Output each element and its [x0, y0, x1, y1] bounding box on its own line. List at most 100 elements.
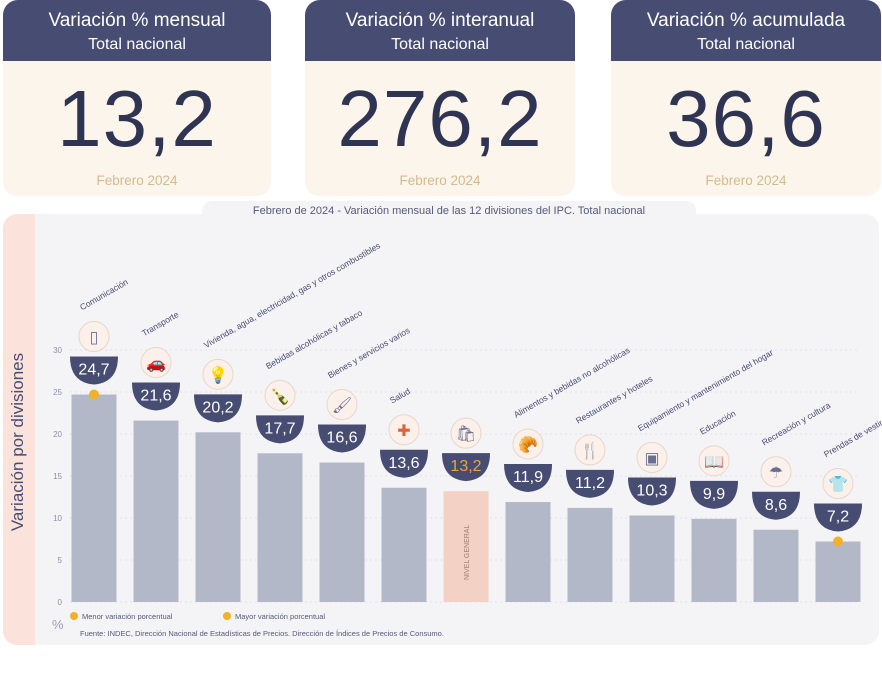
category-label: Equipamiento y mantenimiento del hogar	[636, 347, 775, 433]
data-label: 13,2	[450, 458, 481, 475]
category-label: NIVEL GENERAL	[464, 525, 471, 580]
value-badge	[70, 356, 118, 385]
y-unit-label: %	[52, 617, 64, 632]
phone-icon-glyph: ▯	[90, 328, 99, 347]
book-icon	[698, 445, 730, 477]
value-badge	[752, 491, 800, 520]
kpi-subtitle: Total nacional	[88, 36, 186, 53]
kpi-card-header: Variación % acumulada Total nacional	[611, 0, 881, 61]
appliance-icon	[636, 441, 668, 473]
bottles-icon	[264, 379, 296, 411]
value-badge	[256, 415, 304, 444]
data-label: 7,2	[827, 509, 849, 526]
car-icon	[140, 347, 172, 379]
food-icon	[512, 428, 544, 460]
appliance-icon-glyph: ▣	[644, 448, 659, 467]
kpi-card-annual: Variación % interanual Total nacional 27…	[305, 0, 575, 196]
category-label: Bienes y servicios varios	[326, 325, 412, 380]
category-label: Transporte	[140, 309, 181, 338]
kpi-card-cumulative: Variación % acumulada Total nacional 36,…	[611, 0, 881, 196]
value-badge	[442, 453, 490, 482]
kpi-card-body: 13,2 Febrero 2024	[3, 61, 271, 196]
data-label: 17,7	[264, 420, 295, 437]
bar-3	[195, 432, 241, 602]
max-marker	[89, 389, 99, 400]
shirt-icon-glyph: 👕	[828, 475, 848, 494]
data-label: 10,3	[636, 482, 667, 499]
data-label: 21,6	[140, 388, 171, 405]
value-badge	[194, 394, 242, 423]
data-label: 16,6	[326, 430, 357, 447]
bar-10	[629, 515, 675, 602]
value-badge	[318, 424, 366, 453]
car-icon-glyph: 🚗	[146, 354, 166, 373]
shopping-bag-icon	[450, 417, 482, 449]
value-badge	[380, 449, 428, 478]
bar-12	[753, 529, 799, 602]
category-label: Vivienda, agua, electricidad, gas y otro…	[202, 240, 382, 350]
kpi-title: Variación % mensual	[48, 10, 226, 31]
kpi-value: 13,2	[57, 74, 217, 163]
legend-label: Menor variación porcentual	[82, 612, 173, 621]
y-tick-label: 10	[53, 514, 62, 523]
bar-8	[505, 502, 551, 602]
cutlery-icon	[574, 434, 606, 466]
umbrella-icon	[760, 456, 792, 488]
kpi-card-header: Variación % interanual Total nacional	[305, 0, 575, 61]
y-tick-label: 15	[53, 472, 62, 481]
bar-5	[319, 462, 365, 602]
bar-7	[443, 491, 489, 602]
chart-title: Febrero de 2024 - Variación mensual de l…	[202, 201, 696, 222]
legend-marker-icon	[223, 612, 231, 620]
kpi-title: Variación % acumulada	[646, 10, 846, 31]
data-label: 24,7	[78, 362, 109, 379]
category-label: Comunicación	[78, 277, 130, 313]
y-tick-label: 25	[53, 388, 62, 397]
y-tick-label: 5	[58, 556, 63, 565]
medical-cross-icon-glyph: ✚	[397, 421, 410, 440]
bar-9	[567, 507, 613, 602]
category-label: Recreación y cultura	[760, 400, 832, 448]
value-badge	[628, 477, 676, 506]
phone-icon	[78, 321, 110, 353]
y-tick-label: 20	[53, 430, 62, 439]
medical-cross-icon	[388, 414, 420, 446]
source-note: Fuente: INDEC, Dirección Nacional de Est…	[80, 629, 444, 638]
y-tick-label: 30	[53, 346, 62, 355]
bottles-icon-glyph: 🍾	[270, 386, 290, 405]
kpi-date: Febrero 2024	[96, 173, 178, 188]
kpi-card-body: 36,6 Febrero 2024	[611, 61, 881, 196]
legend-item-max: Mayor variación porcentual	[223, 612, 325, 621]
category-label: Salud	[388, 386, 412, 406]
kpi-subtitle: Total nacional	[391, 36, 489, 53]
kpi-value: 276,2	[337, 74, 543, 163]
bar-2	[133, 420, 179, 602]
lightbulb-icon-glyph: 💡	[208, 365, 228, 384]
kpi-date: Febrero 2024	[705, 173, 787, 188]
value-badge	[814, 503, 862, 532]
kpi-card-header: Variación % mensual Total nacional	[3, 0, 271, 61]
min-marker	[833, 536, 843, 547]
data-label: 13,6	[388, 455, 419, 472]
kpi-value: 36,6	[666, 74, 826, 163]
lightbulb-icon	[202, 358, 234, 390]
data-label: 11,2	[575, 475, 605, 492]
shopping-bag-icon-glyph: 🛍	[456, 424, 476, 443]
data-label: 9,9	[703, 486, 725, 503]
brush-icon	[326, 389, 358, 421]
book-icon-glyph: 📖	[704, 452, 724, 471]
bar-4	[257, 453, 303, 602]
data-label: 8,6	[765, 497, 787, 514]
bar-13	[815, 541, 861, 602]
legend-marker-icon	[70, 612, 78, 620]
category-label: Educación	[698, 408, 738, 437]
kpi-card-body: 276,2 Febrero 2024	[305, 61, 575, 196]
bar-11	[691, 518, 737, 602]
legend-label: Mayor variación porcentual	[235, 612, 326, 621]
category-label: Restaurantes y hoteles	[574, 374, 654, 426]
kpi-date: Febrero 2024	[399, 173, 481, 188]
y-tick-label: 0	[58, 598, 63, 607]
food-icon-glyph: 🥐	[518, 435, 538, 454]
value-badge	[504, 464, 552, 493]
